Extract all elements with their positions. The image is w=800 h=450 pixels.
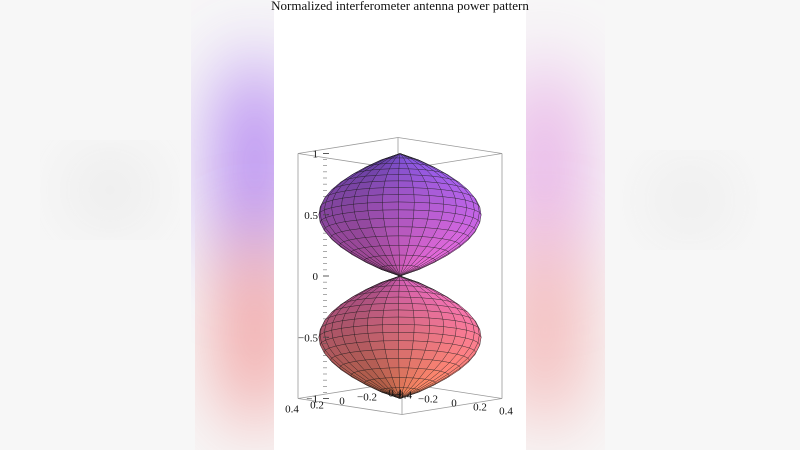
surface-patch — [399, 389, 421, 399]
surface-patch — [427, 210, 444, 221]
surface-patch — [413, 202, 430, 212]
surface-patch — [384, 296, 400, 304]
surface-patch — [367, 332, 384, 342]
surface-patch — [384, 174, 400, 182]
surface-patch — [383, 180, 399, 189]
surface-patch — [384, 349, 400, 359]
surface-patch — [342, 211, 357, 222]
surface-patch — [413, 332, 430, 342]
surface-patch — [398, 340, 414, 350]
surface-patch — [367, 209, 384, 220]
z-tick-label: −0.5 — [298, 332, 318, 344]
surface-patch — [398, 209, 415, 219]
surface-patch — [383, 217, 399, 228]
surface-patch — [413, 310, 430, 319]
z-tick-label: −1 — [306, 394, 318, 406]
surface-patch — [411, 340, 428, 351]
surface-patch — [398, 217, 414, 228]
surface-patch — [353, 195, 369, 205]
surface-patch — [382, 316, 399, 326]
surface-mesh — [318, 152, 482, 400]
x-tick-label: 0.4 — [499, 406, 513, 418]
surface-patch — [398, 180, 414, 189]
box-edge — [401, 398, 503, 415]
surface-patch — [413, 324, 430, 334]
surface-patch — [353, 202, 369, 213]
surface-patch — [398, 332, 415, 342]
surface-patch — [398, 296, 413, 304]
x-tick-label: 0.2 — [473, 402, 487, 414]
surface-patch — [354, 210, 370, 221]
surface-patch — [428, 202, 445, 213]
surface-patch — [428, 325, 445, 335]
surface-patch — [382, 187, 399, 196]
chart-title: Normalized interferometer antenna power … — [271, 0, 529, 13]
surface-patch — [367, 202, 384, 212]
surface-patch — [398, 194, 415, 203]
surface-patch — [428, 317, 445, 327]
surface-patch — [398, 226, 413, 237]
surface-patch — [413, 317, 430, 326]
surface-patch — [367, 194, 384, 204]
x-tick-label: −0.2 — [418, 394, 438, 406]
y-tick-label: 0.4 — [285, 404, 299, 416]
surface-patch — [398, 174, 413, 182]
y-tick-label: −0.2 — [357, 392, 377, 404]
y-tick-label: −0.4 — [382, 388, 402, 400]
x-tick-label: −0.4 — [392, 390, 412, 402]
surface-patch — [369, 340, 386, 351]
surface-patch — [369, 303, 386, 312]
x-tick-label: 0 — [451, 398, 457, 410]
surface-patch — [382, 194, 399, 203]
surface-patch — [383, 340, 399, 350]
surface-patch — [413, 209, 430, 220]
surface-patch — [413, 187, 430, 196]
surface-patch — [382, 209, 399, 219]
box-edge — [297, 137, 399, 154]
surface-patch — [398, 187, 415, 196]
surface-patch — [398, 324, 415, 333]
surface-patch — [382, 332, 399, 342]
surface-patch — [382, 201, 399, 211]
surface-patch — [369, 218, 386, 228]
box-edge — [297, 398, 403, 415]
z-tick-label: 1 — [313, 149, 319, 161]
surface-patch — [398, 201, 415, 211]
surface-patch — [399, 266, 421, 277]
surface-patch — [382, 309, 399, 318]
surface-patch — [413, 194, 430, 204]
z-tick-label: 0 — [313, 271, 319, 283]
surface-patch — [367, 310, 384, 319]
box-edge — [397, 137, 503, 154]
surface-patch — [398, 309, 415, 318]
surface-patch — [382, 324, 399, 333]
surface-patch — [369, 180, 386, 189]
surface-patch — [427, 333, 444, 343]
surface-patch — [367, 187, 384, 196]
surface-patch — [428, 195, 445, 205]
surface-patch — [383, 303, 399, 311]
surface-patch — [411, 218, 428, 228]
surface-patch — [384, 226, 400, 237]
y-tick-label: 0 — [339, 396, 345, 408]
surface-patch — [367, 324, 384, 334]
surface-patch — [367, 317, 384, 326]
surface-patch — [398, 303, 414, 311]
axis-ticks: 1 0.5 0 −0.5 −1 −0.4 −0.2 0 0.2 0.4 −0.4 −0.2 0 0.2 0.… — [285, 149, 513, 418]
surface-patch — [353, 317, 369, 327]
surface-patch — [354, 333, 370, 343]
z-tick-label: 0.5 — [304, 210, 318, 222]
surface-patch — [398, 316, 415, 326]
surface-patch — [353, 325, 369, 335]
surface-patch — [398, 349, 413, 359]
y-tick-label: 0.2 — [310, 400, 324, 412]
surface-patch — [342, 334, 357, 345]
